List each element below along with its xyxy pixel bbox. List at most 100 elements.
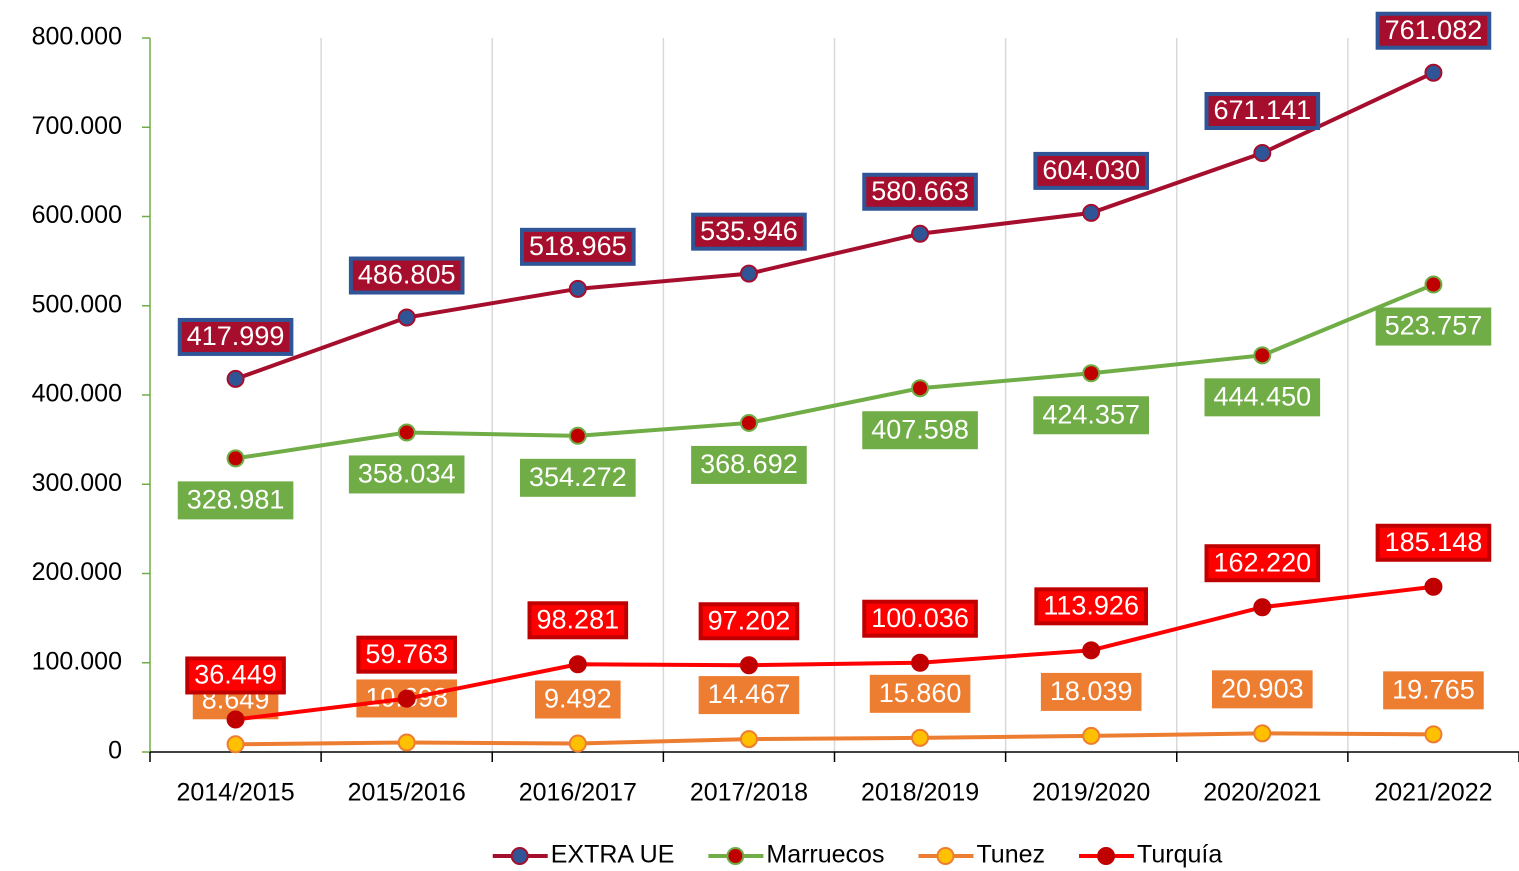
data-label-box <box>1212 670 1313 709</box>
data-label: 328.981 <box>187 485 285 515</box>
data-label-box <box>698 676 800 715</box>
point <box>739 413 758 432</box>
data-label: 417.999 <box>187 321 285 351</box>
data-label-box <box>1204 92 1321 131</box>
data-label: 20.903 <box>1221 673 1304 703</box>
x-tick-label: 2019/2020 <box>1032 779 1150 807</box>
point <box>226 449 245 468</box>
data-label-box <box>1204 544 1321 583</box>
data-label-box <box>869 674 971 713</box>
data-label-box <box>1033 151 1149 190</box>
legend-marker <box>726 847 745 865</box>
point <box>911 224 930 243</box>
data-label-box <box>862 411 978 450</box>
y-tick-label: 200.000 <box>32 558 122 586</box>
data-label-box <box>1383 671 1484 710</box>
data-label-box <box>1375 307 1492 346</box>
data-label: 113.926 <box>1043 590 1139 620</box>
data-label-box <box>862 599 978 638</box>
point <box>739 264 758 283</box>
point <box>1253 346 1272 365</box>
point <box>568 655 587 674</box>
y-tick-label: 500.000 <box>32 290 122 318</box>
data-label: 15.860 <box>879 678 962 708</box>
point <box>1082 364 1101 383</box>
data-label: 100.036 <box>871 603 969 633</box>
data-label: 424.357 <box>1042 399 1140 429</box>
y-tick-label: 400.000 <box>32 380 122 408</box>
legend-marker <box>1097 847 1116 865</box>
series-line <box>235 584 1434 722</box>
data-label: 368.692 <box>700 449 798 479</box>
data-label: 9.492 <box>544 684 612 714</box>
point <box>226 710 245 729</box>
point <box>397 423 416 442</box>
y-tick-label: 600.000 <box>32 201 122 229</box>
x-tick-label: 2016/2017 <box>519 779 637 807</box>
legend-label: EXTRA UE <box>551 841 675 869</box>
data-label: 97.202 <box>708 605 791 635</box>
point <box>739 730 758 749</box>
point <box>1253 144 1272 163</box>
point <box>1253 724 1272 743</box>
data-label-box <box>348 455 465 494</box>
data-label: 162.220 <box>1214 547 1312 577</box>
point <box>568 734 587 753</box>
point <box>1082 726 1101 745</box>
data-label-box <box>1033 396 1149 435</box>
data-label: 486.805 <box>358 260 456 290</box>
data-label: 358.034 <box>358 459 456 489</box>
data-label: 761.082 <box>1385 15 1483 45</box>
data-label: 14.467 <box>708 679 791 709</box>
data-label: 523.757 <box>1385 311 1483 341</box>
data-label-box <box>691 445 807 484</box>
data-label-box <box>177 317 294 356</box>
x-tick-label: 2015/2016 <box>348 779 466 807</box>
data-label-box <box>1034 587 1148 626</box>
point <box>739 656 758 675</box>
data-label-box <box>1375 523 1492 562</box>
legend-marker <box>510 847 529 865</box>
point <box>911 653 930 672</box>
y-tick-label: 0 <box>108 737 122 765</box>
series-line <box>235 731 1434 747</box>
series-line <box>235 282 1435 461</box>
y-tick-label: 700.000 <box>32 112 122 140</box>
data-label: 518.965 <box>529 231 627 261</box>
data-label-box <box>356 635 457 674</box>
data-label: 671.141 <box>1214 95 1312 125</box>
point <box>1253 598 1272 617</box>
data-label-box <box>520 458 636 497</box>
point <box>397 689 416 708</box>
point <box>1082 641 1101 660</box>
point <box>1424 63 1443 82</box>
data-label: 354.272 <box>529 462 627 492</box>
legend-marker <box>936 847 955 865</box>
point <box>1424 577 1443 596</box>
legend-label: Tunez <box>976 841 1045 869</box>
point <box>911 728 930 747</box>
data-label: 444.450 <box>1214 381 1312 411</box>
x-tick-label: 2018/2019 <box>861 779 979 807</box>
legend-label: Turquía <box>1137 841 1222 869</box>
data-label-box <box>1375 11 1492 50</box>
data-label: 407.598 <box>871 414 969 444</box>
data-label-box <box>185 656 286 695</box>
data-label: 19.765 <box>1392 674 1475 704</box>
data-label: 185.148 <box>1385 527 1483 557</box>
data-label: 604.030 <box>1042 155 1140 185</box>
data-label: 36.449 <box>194 660 277 690</box>
data-label-box <box>698 602 800 641</box>
data-label-box <box>1040 672 1142 711</box>
legend-label: Marruecos <box>766 841 884 869</box>
point <box>1424 725 1443 744</box>
point <box>226 735 245 754</box>
x-tick-label: 2020/2021 <box>1203 779 1321 807</box>
point <box>226 369 245 388</box>
data-label: 59.763 <box>365 639 448 669</box>
data-label-box <box>1204 378 1321 417</box>
point <box>568 426 587 445</box>
data-label-box <box>527 601 629 640</box>
point <box>397 733 416 752</box>
